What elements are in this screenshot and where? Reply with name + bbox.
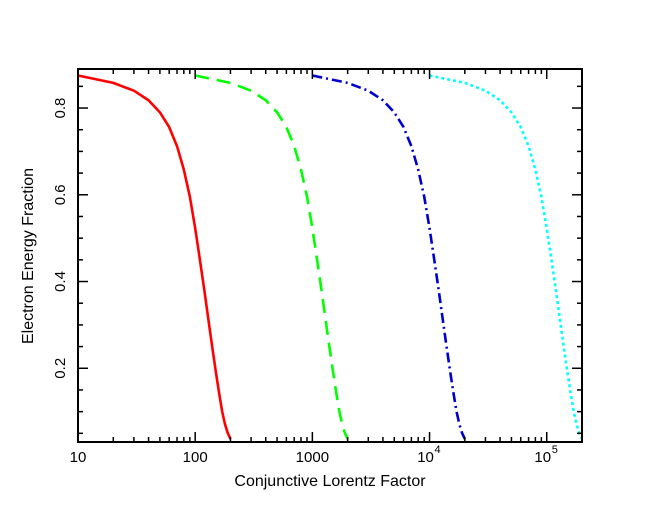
series-line-2 [194,74,349,440]
x-tick-labels: 10 100 1000 10 4 10 5 [70,444,558,466]
x-tick-label-exponent: 4 [435,444,441,456]
ticks-layer [77,69,583,442]
series-line-3 [312,74,466,440]
x-tick-label: 1000 [296,449,329,466]
x-tick-label-exponent: 5 [552,444,558,456]
series-line-1 [77,74,232,440]
x-tick-label: 10 5 [534,444,557,466]
x-tick-label: 100 [183,449,208,466]
x-tick-label-base: 10 [417,449,434,466]
x-tick-label: 10 [70,449,87,466]
x-tick-label: 10 4 [417,444,440,466]
y-tick-label: 0.6 [52,184,69,205]
x-axis-label: Conjunctive Lorentz Factor [234,473,426,490]
plot-frame [77,68,583,443]
y-tick-label: 0.8 [52,98,69,119]
series-layer [77,74,584,440]
y-tick-labels: 0.2 0.4 0.6 0.8 [52,98,69,379]
y-axis-label: Electron Energy Fraction [20,168,37,344]
x-tick-label-base: 10 [534,449,551,466]
y-tick-label: 0.2 [52,358,69,379]
series-line-4 [429,74,584,440]
y-tick-label: 0.4 [52,271,69,292]
